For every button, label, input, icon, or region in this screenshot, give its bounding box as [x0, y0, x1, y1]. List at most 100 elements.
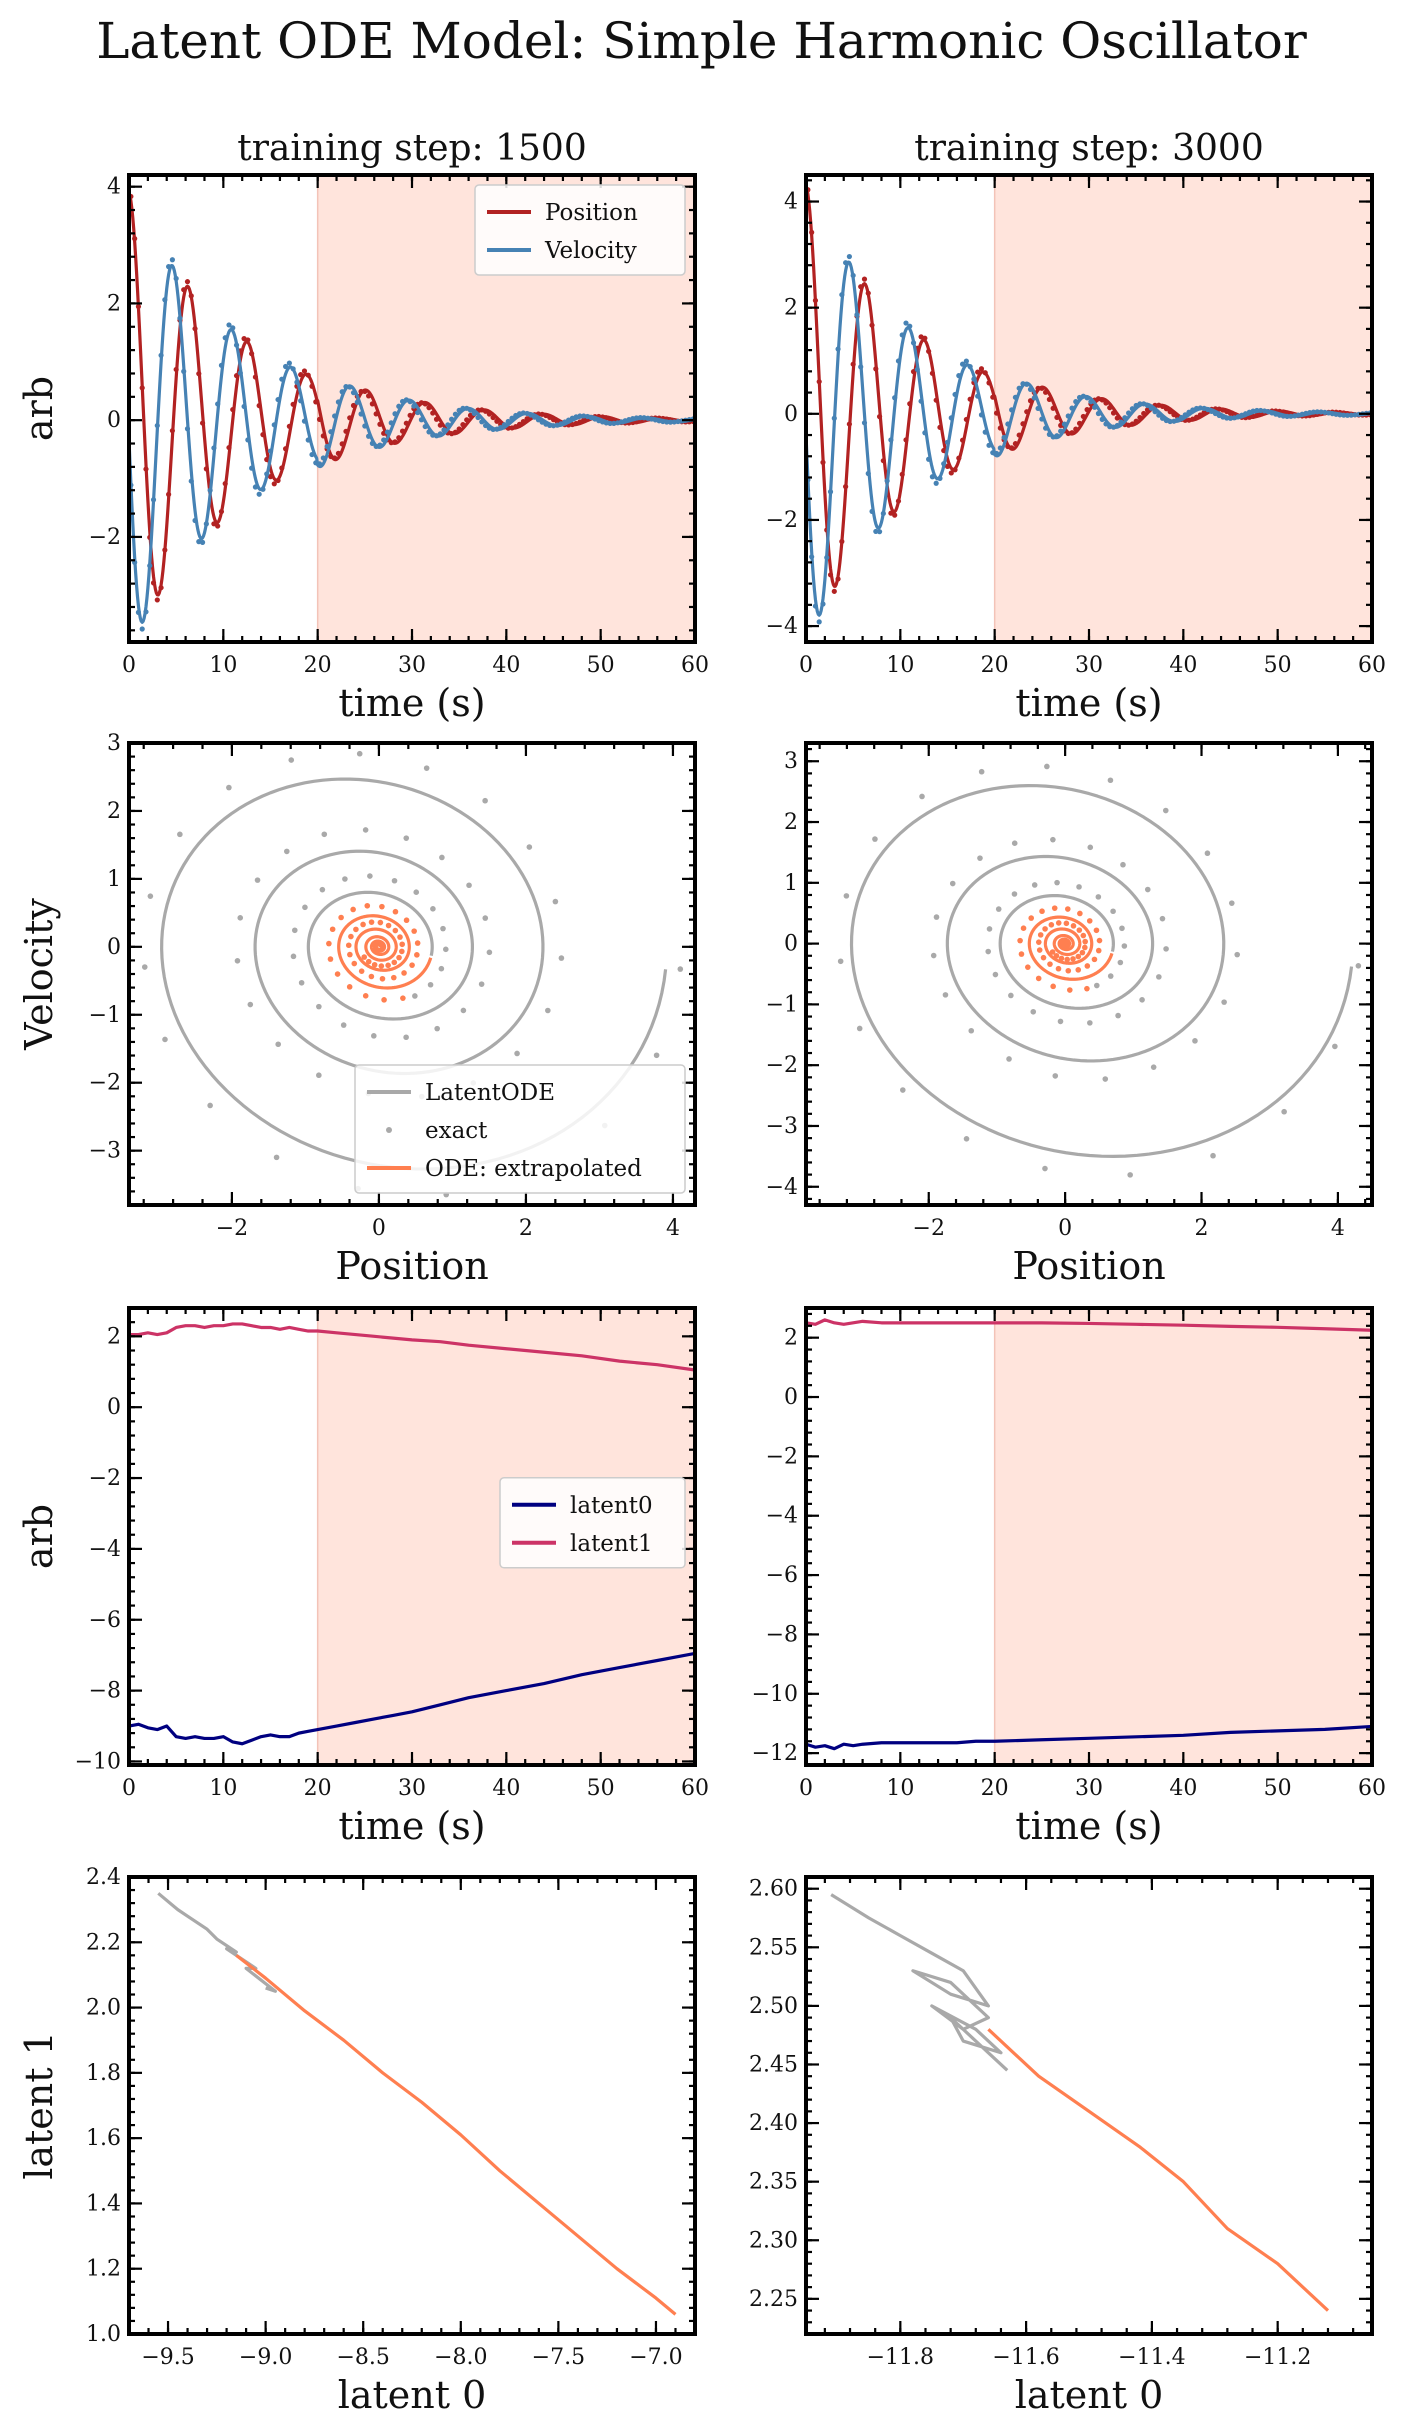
series-velocity-point [850, 272, 856, 279]
series-velocity-point [637, 415, 643, 421]
series-velocity-point [1288, 413, 1294, 419]
x-tick-label: 50 [1264, 653, 1292, 678]
series-exact-point [177, 831, 183, 838]
series-velocity-point [1092, 404, 1098, 410]
series-extrapolated-point [1048, 922, 1055, 928]
legend-label: Position [545, 200, 638, 226]
series-position-point [305, 372, 311, 378]
series-position-point [252, 374, 259, 380]
series-velocity-point [1107, 424, 1113, 430]
series-velocity-point [1027, 386, 1034, 392]
series-velocity-point [929, 474, 936, 480]
y-tick-label: 2.60 [749, 1877, 798, 1902]
series-velocity-point [959, 361, 966, 367]
series-position-point [520, 418, 526, 425]
x-tick-label: 10 [209, 1776, 237, 1801]
series-exact-point [1192, 1038, 1198, 1044]
series-position-point [1035, 385, 1041, 391]
series-exact-point [290, 953, 297, 960]
series-velocity-point [282, 363, 289, 370]
series-position-point [933, 397, 939, 403]
series-velocity-point [245, 437, 251, 443]
series-position-point [271, 481, 277, 487]
series-extrapolated-point [391, 959, 398, 966]
x-tick-label: 20 [981, 653, 1009, 678]
series-velocity-point [192, 517, 198, 524]
series-position-point [986, 380, 992, 386]
series-velocity-point [1009, 407, 1015, 413]
plot-area [806, 1308, 1372, 1765]
series-exact-point [1054, 879, 1060, 886]
series-extrapolated-point [1039, 908, 1045, 915]
series-velocity-point [222, 335, 228, 341]
series-velocity-point [324, 443, 330, 450]
ticks [127, 175, 697, 642]
x-tick-label: 0 [799, 1776, 813, 1801]
y-tick-label: 2 [784, 810, 798, 835]
series-velocity-point [1001, 434, 1007, 441]
series-position-point [369, 401, 375, 407]
y-tick-label: 0 [107, 935, 121, 960]
series-exact-point [1110, 908, 1116, 915]
series-exact-point [247, 1001, 254, 1008]
y-tick-label: −4 [766, 1175, 798, 1200]
series-position-point [433, 416, 440, 422]
series-position-point [926, 348, 932, 354]
series-exact-point [207, 1102, 213, 1109]
x-tick-label: −11.4 [1118, 2345, 1185, 2370]
y-tick-label: 0 [107, 408, 121, 433]
series-position-point [903, 437, 909, 443]
x-axis-label: Position [335, 1244, 488, 1288]
series-exact-point [900, 1087, 906, 1093]
series-velocity-point [1175, 417, 1181, 423]
series-velocity-point [415, 409, 421, 416]
series-position-point [275, 477, 281, 484]
series-position-point [907, 401, 913, 407]
series-velocity-point [249, 465, 255, 471]
series-position-point [230, 406, 236, 413]
series-extrapolated-point [1077, 910, 1083, 917]
series-exact-point [985, 948, 992, 955]
series-position-point [437, 422, 443, 428]
series-velocity-point [501, 422, 508, 428]
series-position-point [1114, 415, 1120, 421]
series-latentode-line [830, 1893, 1009, 2072]
ticks [129, 741, 695, 1207]
series-exact-point [978, 768, 985, 775]
series-velocity-point [1118, 419, 1124, 425]
y-tick-label: −10 [75, 1749, 121, 1774]
x-tick-label: 60 [681, 1776, 709, 1801]
x-tick-label: 30 [398, 653, 426, 678]
series-position-point [809, 229, 815, 235]
series-extrapolated-point [1096, 937, 1103, 944]
series-velocity-point [854, 312, 860, 318]
series-position-point [843, 484, 849, 490]
series-velocity-point [956, 373, 962, 379]
x-tick-label: 40 [492, 653, 520, 678]
series-position-point [313, 399, 319, 405]
y-axis-label: latent 1 [17, 2031, 61, 2180]
series-extrapolated-point [414, 952, 420, 958]
series-exact-point [1044, 763, 1050, 770]
axes-frame [127, 1875, 697, 2336]
y-tick-label: −3 [89, 1139, 121, 1164]
x-tick-label: 30 [1075, 653, 1103, 678]
series-position-point [1197, 412, 1203, 418]
y-tick-label: −8 [766, 1622, 798, 1647]
series-exact-point [930, 952, 937, 959]
series-position-point [1080, 413, 1086, 420]
series-position-point [332, 455, 338, 461]
x-axis-label: latent 0 [338, 2373, 487, 2417]
y-axis-label: arb [17, 376, 61, 441]
series-position-point [1076, 420, 1083, 426]
series-velocity-point [252, 484, 259, 490]
x-tick-label: 0 [372, 1216, 386, 1241]
series-position-point [162, 547, 168, 553]
series-position-point [226, 444, 232, 451]
series-extrapolated-point [360, 921, 366, 928]
series-velocity-point [173, 275, 179, 282]
series-position-point [377, 421, 383, 427]
series-extrapolated-point [378, 963, 385, 969]
series-extrapolated-point [1053, 952, 1060, 959]
series-velocity-point [207, 487, 213, 493]
